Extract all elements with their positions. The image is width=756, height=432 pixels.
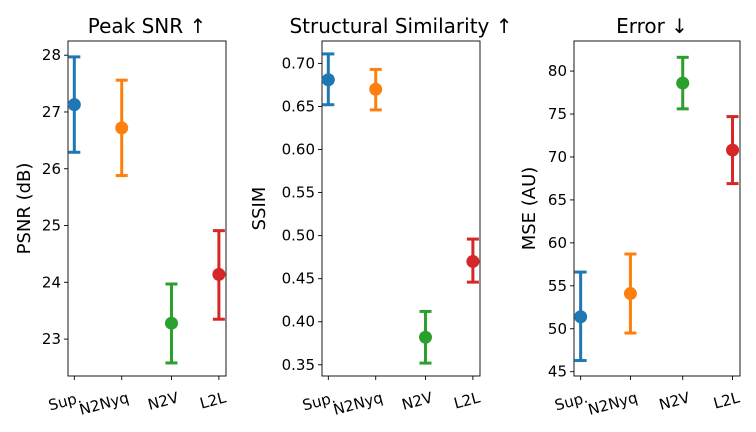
chart-panel-2: Structural Similarity ↑ SSIM 0.35 0.40 0.45 0… [249,14,513,419]
data-point [115,121,129,135]
data-point [67,98,81,112]
x-tick-label: N2V [400,388,435,414]
data-point [466,254,480,268]
x-tick-label: N2V [657,388,692,414]
y-tick-label: 24 [42,273,61,291]
y-tick-label: 0.35 [282,356,315,374]
data-point [164,316,178,330]
y-axis-label: SSIM [249,187,270,231]
chart-title: Structural Similarity ↑ [289,14,512,38]
chart-panel-3: Error ↓ MSE (AU) 45 50 55 60 65 70 75 80 Sup.N2Nyq… [519,14,742,419]
y-tick-label: 0.45 [282,270,315,288]
chart-title: Peak SNR ↑ [88,14,207,38]
y-tick-label: 27 [42,103,61,121]
chart-title: Error ↓ [616,14,688,38]
data-point [623,287,637,301]
y-tick-label: 50 [548,320,567,338]
y-axis-label: PSNR (dB) [14,163,35,255]
y-tick-label: 0.60 [282,141,315,159]
y-tick-label: 23 [42,330,61,348]
x-tick-label: N2Nyq [77,388,130,418]
data-point [369,82,383,96]
y-tick-label: 65 [548,191,567,209]
y-tick-label: 0.70 [282,54,315,72]
y-tick-label: 28 [42,46,61,64]
axes-frame [67,40,227,377]
y-tick-label: 25 [42,217,61,235]
x-tick-label: N2Nyq [586,388,639,418]
data-point [676,76,690,90]
axes-frame [321,40,481,377]
y-tick-label: 0.50 [282,227,315,245]
x-tick-label: L2L [712,388,743,412]
axes-frame [573,40,741,377]
y-tick-label: 75 [548,105,567,123]
chart-panel-1: Peak SNR ↑PSNR (dB)232425262728Sup.N2Nyq… [14,14,229,419]
x-tick-label: L2L [198,388,229,412]
y-tick-label: 26 [42,160,61,178]
y-tick-label: 0.40 [282,313,315,331]
y-tick-label: 45 [548,363,567,381]
x-tick-label: N2V [146,388,181,414]
x-tick-label: L2L [452,388,483,412]
data-point [212,267,226,281]
x-tick-label: Sup. [553,388,590,414]
y-axis-label: MSE (AU) [519,167,540,251]
y-tick-label: 0.55 [282,184,315,202]
y-tick-label: 70 [548,148,567,166]
y-tick-label: 80 [548,62,567,80]
data-point [321,73,335,87]
x-tick-label: N2Nyq [331,388,384,418]
y-tick-label: 60 [548,234,567,252]
y-tick-label: 0.65 [282,97,315,115]
data-point [726,143,740,157]
data-point [418,330,432,344]
y-tick-label: 55 [548,277,567,295]
data-point [574,310,588,324]
